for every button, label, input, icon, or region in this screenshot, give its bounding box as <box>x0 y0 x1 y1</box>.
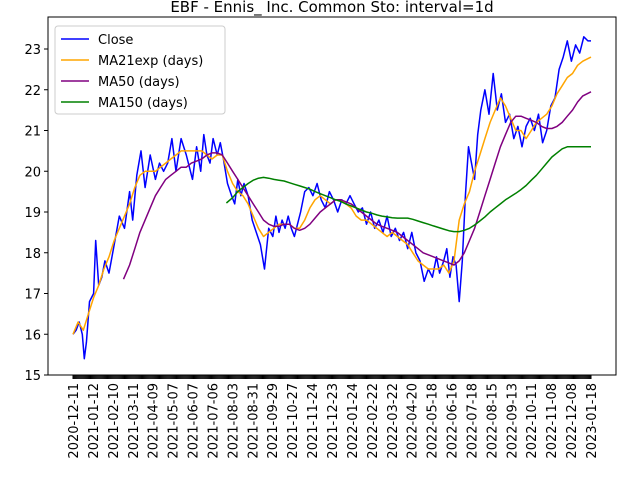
x-tick-label: 2021-12-23 <box>326 383 341 459</box>
x-tick-label: 2022-03-22 <box>386 383 401 459</box>
x-tick-label: 2021-10-27 <box>286 383 301 459</box>
legend: Close MA21exp (days) MA50 (days) MA150 (day… <box>54 25 226 115</box>
x-tick-label: 2021-06-07 <box>187 383 202 459</box>
x-tick-label: 2020-12-11 <box>67 383 82 459</box>
y-tick-label: 23 <box>24 43 41 58</box>
x-tick-label: 2022-04-20 <box>406 383 421 459</box>
plot-frame <box>47 16 617 376</box>
x-tick-label: 2021-04-09 <box>147 383 162 459</box>
x-tick-label: 2022-07-18 <box>465 383 480 459</box>
x-tick-label: 2021-09-29 <box>266 383 281 459</box>
y-tick-label: 15 <box>24 369 41 384</box>
x-tick-label: 2021-11-24 <box>306 383 321 459</box>
x-tick-label: 2021-01-12 <box>87 383 102 459</box>
y-tick-label: 19 <box>24 206 41 221</box>
x-tick-label: 2022-10-11 <box>525 383 540 459</box>
x-tick-label: 2022-06-16 <box>446 383 461 459</box>
x-tick-label: 2022-11-08 <box>545 383 560 459</box>
legend-label: Close <box>98 33 133 48</box>
x-tick-label: 2021-07-06 <box>206 383 221 459</box>
legend-label: MA21exp (days) <box>98 54 203 69</box>
y-tick-label: 22 <box>24 84 41 99</box>
x-axis: 2020-12-11 2021-01-12 2021-02-10 2021-03-11… <box>67 375 600 459</box>
series-line-ma150-days <box>225 146 591 233</box>
y-axis: 15 16 17 18 19 20 21 22 23 <box>24 43 48 384</box>
chart-title: EBF - Ennis_ Inc. Common Sto: interval=1… <box>170 0 493 17</box>
x-tick-label: 2021-03-11 <box>127 383 142 459</box>
y-tick-label: 21 <box>24 125 41 140</box>
x-tick-label: 2021-05-07 <box>167 383 182 459</box>
legend-box <box>54 25 226 115</box>
x-tick-label: 2021-08-31 <box>246 383 261 459</box>
y-tick-label: 17 <box>24 288 41 303</box>
y-tick-label: 16 <box>24 328 41 343</box>
y-tick-label: 20 <box>24 165 41 180</box>
x-tick-label: 2022-01-24 <box>346 383 361 459</box>
x-tick-label: 2022-08-15 <box>485 383 500 459</box>
x-tick-label: 2022-12-08 <box>565 383 580 459</box>
series-lines <box>72 36 592 360</box>
x-tick-label: 2022-09-13 <box>505 383 520 459</box>
x-tick-label: 2021-08-03 <box>226 383 241 459</box>
x-tick-label: 2022-05-18 <box>426 383 441 459</box>
legend-label: MA150 (days) <box>98 96 188 111</box>
x-tick-label: 2023-01-18 <box>585 383 600 459</box>
x-tick-label: 2021-02-10 <box>107 383 122 459</box>
y-tick-label: 18 <box>24 247 41 262</box>
x-tick-label: 2022-02-22 <box>366 383 381 459</box>
legend-label: MA50 (days) <box>98 75 180 90</box>
